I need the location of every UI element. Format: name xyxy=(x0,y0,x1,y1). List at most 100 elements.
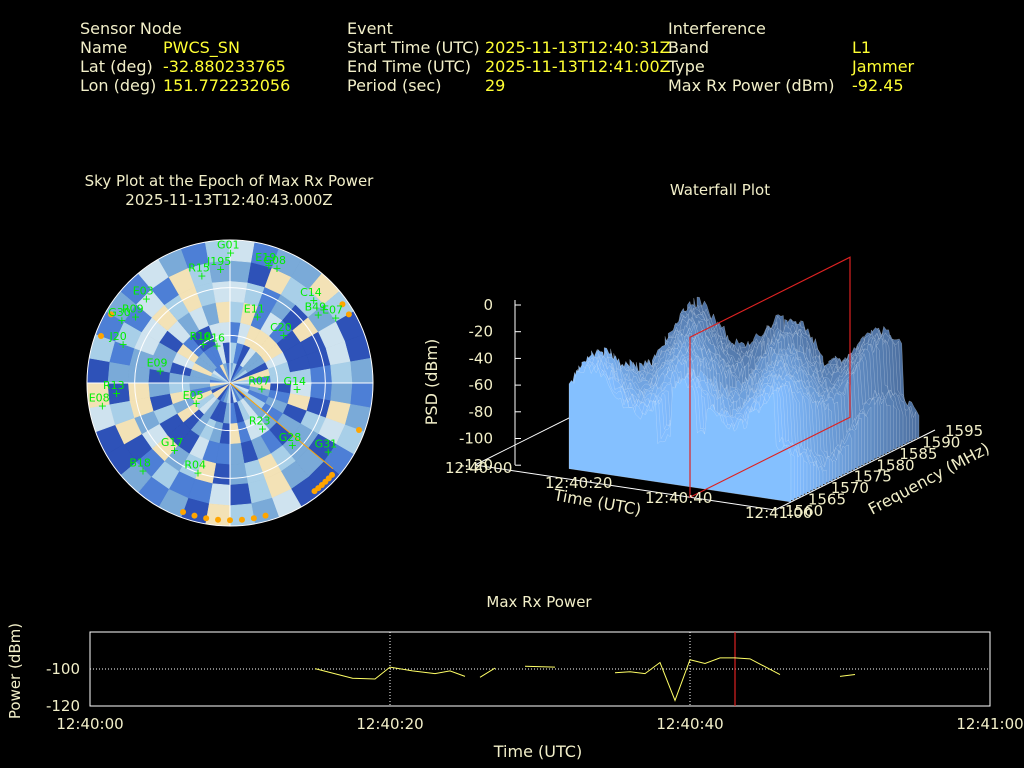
band-value: L1 xyxy=(852,38,872,57)
satellite-label: E05 xyxy=(183,389,204,402)
name-label: Name xyxy=(80,38,128,57)
sky-interference-marker xyxy=(108,311,115,318)
satellite-label: B18 xyxy=(129,457,151,470)
sky-heatmap xyxy=(87,240,373,526)
sky-interference-marker xyxy=(250,515,257,522)
satellite-marker: + xyxy=(288,439,297,452)
sky-bearing-line xyxy=(229,382,334,470)
sky-markers xyxy=(97,301,363,524)
satellite-marker: + xyxy=(197,270,206,283)
waterfall-frequency-tick: 1560 xyxy=(785,502,823,520)
satellite-marker: + xyxy=(192,397,201,410)
max-rx-power-xtick: 12:40:00 xyxy=(56,715,123,733)
waterfall-time-axis xyxy=(474,464,776,511)
max-rx-power-xtick: 12:41:00 xyxy=(956,715,1023,733)
satellite-marker: + xyxy=(98,400,107,413)
waterfall-time-tick: 12:40:20 xyxy=(545,474,612,492)
max-rx-power-line xyxy=(314,666,466,680)
waterfall-z-tick: -40 xyxy=(469,349,494,367)
satellite-label: R13 xyxy=(103,379,125,392)
sky-cell xyxy=(204,240,231,263)
waterfall-z-tick: 0 xyxy=(483,296,493,314)
band-label: Band xyxy=(668,38,710,57)
satellite-marker: + xyxy=(170,444,179,457)
waterfall-time-tick: 12:40:40 xyxy=(645,489,712,507)
sky-cell xyxy=(87,382,110,409)
waterfall-frequency-tick: 1570 xyxy=(831,479,869,497)
waterfall-zlabel: PSD (dBm) xyxy=(422,339,441,425)
max-rx-power-xtick: 12:40:40 xyxy=(656,715,723,733)
period-label: Period (sec) xyxy=(347,76,442,95)
name-value: PWCS_SN xyxy=(163,38,240,57)
sky-interference-marker xyxy=(191,512,198,519)
satellite-label: G01 xyxy=(217,239,240,252)
waterfall-frequency-tick: 1565 xyxy=(808,491,846,509)
lon-label: Lon (deg) xyxy=(80,76,157,95)
waterfall-ridge xyxy=(568,364,792,503)
satellite-label: E11 xyxy=(244,303,265,316)
max-rx-power-value: -92.45 xyxy=(852,76,904,95)
satellite-label: E07 xyxy=(322,303,343,316)
max-rx-power-ytick: -100 xyxy=(46,660,80,678)
max-rx-power-label: Max Rx Power (dBm) xyxy=(668,76,835,95)
satellite-label: E03 xyxy=(133,285,154,298)
waterfall-surface xyxy=(568,296,920,503)
max-rx-power-frame xyxy=(89,631,991,707)
satellite-marker: + xyxy=(264,259,273,272)
satellite-label: E09 xyxy=(147,357,168,370)
satellite-label: R04 xyxy=(184,459,206,472)
waterfall-cursor-plane xyxy=(689,256,851,499)
satellite-marker: + xyxy=(216,263,225,276)
max-rx-power-line xyxy=(479,667,496,678)
end-time-label: End Time (UTC) xyxy=(347,57,471,76)
satellite-label: B49 xyxy=(305,301,327,314)
satellite-marker: + xyxy=(257,383,266,396)
waterfall-z-tick: -100 xyxy=(459,430,493,448)
max-rx-power-xtick: 12:40:20 xyxy=(356,715,423,733)
satellite-label: R16 xyxy=(203,332,225,345)
waterfall-time-tick: 12:41:00 xyxy=(745,504,812,522)
waterfall-frequency-tick: 1575 xyxy=(854,468,892,486)
satellite-label: G17 xyxy=(161,436,184,449)
satellite-marker: + xyxy=(142,293,151,306)
sky-interference-marker xyxy=(311,488,318,495)
satellite-marker: + xyxy=(131,310,140,323)
sky-interference-marker xyxy=(97,333,104,340)
satellite-marker: + xyxy=(112,387,121,400)
type-label: Type xyxy=(668,57,705,76)
event-heading: Event xyxy=(347,19,393,38)
satellite-marker: + xyxy=(156,365,165,378)
satellite-marker: + xyxy=(292,383,301,396)
waterfall-z-tick: -80 xyxy=(469,403,494,421)
sensor-node-heading: Sensor Node xyxy=(80,19,182,38)
sky-plot-title: Sky Plot at the Epoch of Max Rx Power xyxy=(84,172,374,190)
satellite-label: R09 xyxy=(122,302,144,315)
satellite-label: G30 xyxy=(108,306,131,319)
sky-interference-marker xyxy=(345,311,352,318)
satellite-label: G28 xyxy=(279,431,302,444)
satellite-marker: + xyxy=(212,340,221,353)
start-time-label: Start Time (UTC) xyxy=(347,38,480,57)
sky-interference-marker xyxy=(203,515,210,522)
satellite-marker: + xyxy=(117,314,126,327)
waterfall-frequency-tick: 1590 xyxy=(922,433,960,451)
satellite-label: R23 xyxy=(249,415,271,428)
sky-grid xyxy=(86,239,374,527)
waterfall-z-tick: -120 xyxy=(459,456,493,474)
satellite-marker: + xyxy=(118,338,127,351)
lat-value: -32.880233765 xyxy=(163,57,286,76)
max-rx-power-line xyxy=(839,674,856,677)
satellite-marker: + xyxy=(309,294,318,307)
sky-plot-subtitle: 2025-11-13T12:40:43.000Z xyxy=(125,191,333,209)
interference-heading: Interference xyxy=(668,19,766,38)
type-value: Jammer xyxy=(852,57,915,76)
sky-interference-marker xyxy=(180,509,187,516)
waterfall-title: Waterfall Plot xyxy=(669,181,771,199)
sky-interference-marker xyxy=(238,516,245,523)
satellite-label: E08 xyxy=(89,392,110,405)
sky-interference-marker xyxy=(227,517,233,524)
sky-interference-marker xyxy=(339,301,346,308)
